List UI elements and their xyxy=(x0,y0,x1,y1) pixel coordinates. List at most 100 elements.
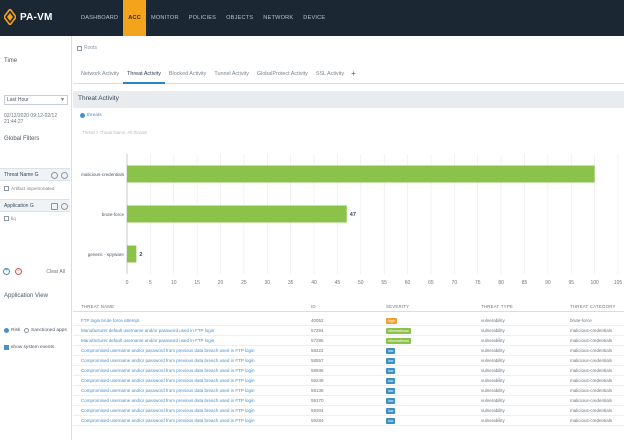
threat-name-link[interactable]: Compromised username and/or password fro… xyxy=(81,408,255,413)
threat-name-filter-value[interactable]: Artifact impersonated xyxy=(4,186,54,192)
checkbox-icon[interactable] xyxy=(51,203,58,210)
table-row[interactable]: Compromised username and/or password fro… xyxy=(73,406,624,416)
filter-checkbox[interactable] xyxy=(4,216,9,222)
remove-filter-icon[interactable]: − xyxy=(15,268,22,275)
x-tick-label: 15 xyxy=(194,280,200,286)
threat-name-link[interactable]: FTP login brute force attempt xyxy=(81,318,140,323)
nav-monitor[interactable]: MONITOR xyxy=(150,15,179,21)
threat-type: vulnerability xyxy=(481,388,505,393)
time-range-select[interactable]: Last Hour ▼ xyxy=(4,95,68,105)
threat-id: 57295 xyxy=(311,338,324,343)
threat-category: malicious-credentials xyxy=(570,338,613,343)
threat-name-link[interactable]: Compromised username and/or password fro… xyxy=(81,398,255,403)
tab-ssl-activity[interactable]: SSL Activity xyxy=(315,70,345,77)
tab-blocked-activity[interactable]: Blocked Activity xyxy=(168,70,207,77)
table-row[interactable]: Compromised username and/or password fro… xyxy=(73,376,624,386)
bar[interactable] xyxy=(127,245,137,263)
tab-tunnel-activity[interactable]: Tunnel Activity xyxy=(214,70,249,77)
block-icon[interactable] xyxy=(61,203,68,210)
threat-type: vulnerability xyxy=(481,348,505,353)
col-threat-name[interactable]: THREAT NAME xyxy=(81,304,115,309)
top-bar: PA-VM DASHBOARD ACC MONITOR POLICIES OBJECTS… xyxy=(0,0,624,36)
severity-badge: low xyxy=(386,398,396,404)
edit-icon[interactable] xyxy=(51,172,58,179)
data-label: 47 xyxy=(350,212,356,218)
application-filter-label: Application G xyxy=(4,203,34,209)
category-label: malicious-credentials xyxy=(81,172,125,177)
threat-name-link[interactable]: Compromised username and/or password fro… xyxy=(81,378,255,383)
clear-all-link[interactable]: Clear All xyxy=(46,269,65,275)
application-filter[interactable]: Application G xyxy=(0,199,70,212)
nav-dashboard[interactable]: DASHBOARD xyxy=(81,15,119,21)
threat-type: vulnerability xyxy=(481,418,505,423)
threat-name-link[interactable]: Manufacturer default username and/or pas… xyxy=(81,338,215,343)
threat-id: 58222 xyxy=(311,348,324,353)
threat-name-link[interactable]: Manufacturer default username and/or pas… xyxy=(81,328,215,333)
threat-table: FTP login brute force attempt 40052 high vu… xyxy=(73,316,624,426)
breadcrumb[interactable]: Roots xyxy=(77,45,97,51)
threat-category: malicious-credentials xyxy=(570,358,613,363)
severity-badge: low xyxy=(386,358,396,364)
table-row[interactable]: Compromised username and/or password fro… xyxy=(73,356,624,366)
threat-type: vulnerability xyxy=(481,368,505,373)
nav-objects[interactable]: OBJECTS xyxy=(226,15,254,21)
table-row[interactable]: Compromised username and/or password fro… xyxy=(73,386,624,396)
view-option-sanctioned[interactable]: Sanctioned apps xyxy=(24,328,67,333)
x-tick-label: 70 xyxy=(452,280,458,286)
add-tab-icon[interactable]: + xyxy=(351,69,356,78)
threat-id: 58557 xyxy=(311,358,324,363)
tab-threat-activity[interactable]: Threat Activity xyxy=(123,64,165,84)
x-tick-label: 10 xyxy=(171,280,177,286)
col-threat-category[interactable]: THREAT CATEGORY xyxy=(570,304,616,309)
threat-activity-header: Threat Activity xyxy=(73,91,624,108)
threat-id: 59248 xyxy=(311,378,324,383)
table-row[interactable]: Compromised username and/or password fro… xyxy=(73,366,624,376)
brand-name: PA-VM xyxy=(20,11,53,23)
category-label: brute-force xyxy=(102,212,125,217)
nav-device[interactable]: DEVICE xyxy=(303,15,326,21)
col-id[interactable]: ID xyxy=(311,304,316,309)
tab-network-activity[interactable]: Network Activity xyxy=(81,70,120,77)
application-filter-value[interactable]: fiq xyxy=(4,216,16,222)
threat-category: malicious-credentials xyxy=(570,418,613,423)
table-row[interactable]: Compromised username and/or password fro… xyxy=(73,396,624,406)
data-label: 2 xyxy=(139,252,142,258)
x-tick-label: 30 xyxy=(265,280,271,286)
add-filter-icon[interactable]: + xyxy=(3,268,10,275)
filter-checkbox[interactable] xyxy=(4,186,9,192)
threat-name-filter[interactable]: Threat Name G xyxy=(0,168,70,181)
section-title: Threat Activity xyxy=(78,95,119,102)
table-row[interactable]: Manufacturer default username and/or pas… xyxy=(73,326,624,336)
x-tick-label: 25 xyxy=(241,280,247,286)
threat-name-link[interactable]: Compromised username and/or password fro… xyxy=(81,388,255,393)
nav-policies[interactable]: POLICIES xyxy=(188,15,217,21)
nav-acc[interactable]: ACC xyxy=(123,0,146,36)
x-tick-label: 85 xyxy=(522,280,528,286)
show-system-events-toggle[interactable]: show system events xyxy=(4,345,54,350)
threat-name-link[interactable]: Compromised username and/or password fro… xyxy=(81,358,255,363)
bar[interactable] xyxy=(127,165,595,183)
block-icon[interactable] xyxy=(61,172,68,179)
radio-selected-icon xyxy=(4,328,9,333)
brand-logo[interactable]: PA-VM xyxy=(4,7,52,27)
x-tick-label: 50 xyxy=(358,280,364,286)
tab-globalprotect-activity[interactable]: GlobalProtect Activity xyxy=(256,70,308,77)
threat-type: vulnerability xyxy=(481,338,505,343)
threat-name-link[interactable]: Compromised username and/or password fro… xyxy=(81,418,255,423)
drilldown-selector[interactable]: threats xyxy=(80,113,102,118)
threat-category: malicious-credentials xyxy=(570,328,613,333)
table-row[interactable]: Compromised username and/or password fro… xyxy=(73,346,624,356)
nav-network[interactable]: NETWORK xyxy=(263,15,294,21)
severity-badge: low xyxy=(386,368,396,374)
chart-breadcrumb[interactable]: Threat > Threat Name, All threats xyxy=(82,130,147,135)
table-row[interactable]: FTP login brute force attempt 40052 high vu… xyxy=(73,316,624,326)
table-row[interactable]: Manufacturer default username and/or pas… xyxy=(73,336,624,346)
threat-name-link[interactable]: Compromised username and/or password fro… xyxy=(81,348,255,353)
bar[interactable] xyxy=(127,205,347,223)
threat-name-link[interactable]: Compromised username and/or password fro… xyxy=(81,368,255,373)
col-severity[interactable]: SEVERITY xyxy=(386,304,410,309)
col-threat-type[interactable]: THREAT TYPE xyxy=(481,304,513,309)
view-option-risk[interactable]: Risk xyxy=(4,328,20,333)
date-range-text: 02/12/2020 09:12-02/12 21:44:27 xyxy=(4,113,58,125)
table-row[interactable]: Compromised username and/or password fro… xyxy=(73,416,624,426)
